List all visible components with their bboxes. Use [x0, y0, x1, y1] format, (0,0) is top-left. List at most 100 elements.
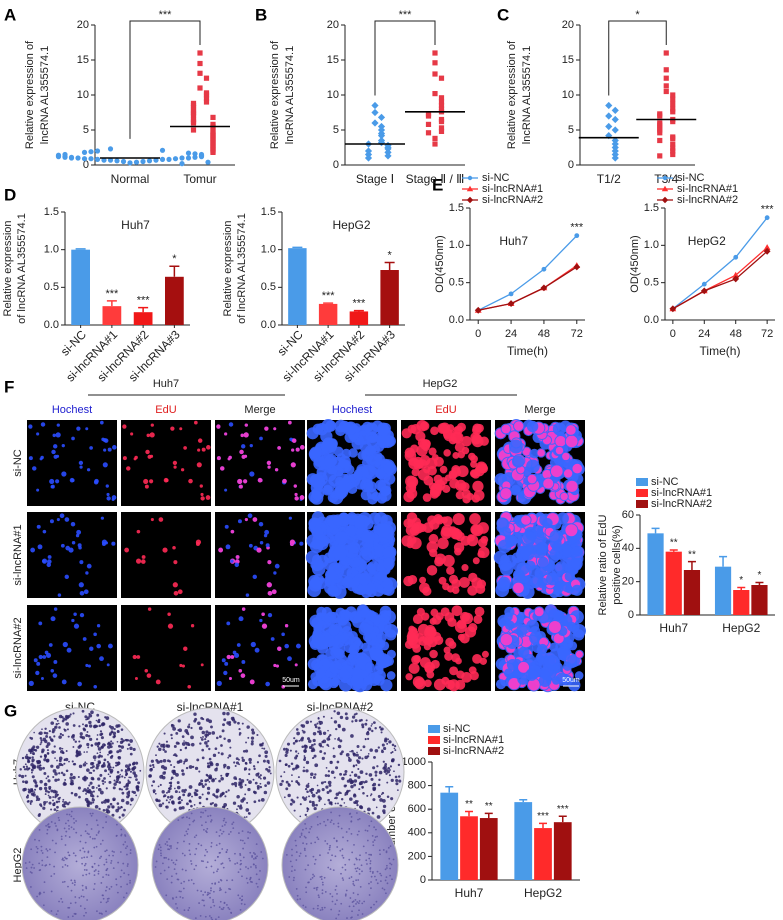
colony — [373, 839, 376, 842]
nucleus — [89, 646, 94, 651]
scale-bar-label: 50um — [562, 677, 580, 684]
colony — [218, 906, 221, 909]
colony — [318, 896, 320, 899]
colony — [248, 773, 251, 776]
colony — [371, 784, 375, 787]
colony — [27, 788, 30, 791]
colony — [249, 851, 252, 854]
nucleus — [50, 484, 55, 489]
colony — [366, 839, 369, 842]
nucleus — [237, 519, 242, 524]
colony — [250, 866, 252, 868]
colony — [169, 784, 173, 788]
colony — [370, 887, 372, 890]
colony — [296, 894, 299, 897]
colony — [298, 739, 301, 742]
colony — [241, 722, 244, 725]
nucleus — [377, 479, 391, 493]
y-axis-label: positive cells(%) — [611, 525, 623, 604]
colony — [372, 786, 377, 791]
nucleus — [28, 456, 33, 461]
colony — [24, 862, 27, 864]
colony — [34, 784, 39, 788]
colony — [338, 910, 341, 912]
colony — [361, 787, 364, 789]
colony — [112, 854, 114, 857]
colony — [121, 775, 124, 778]
colony — [48, 736, 52, 739]
colony — [341, 866, 344, 869]
nucleus — [77, 543, 82, 548]
edu-nucleus — [405, 673, 413, 681]
colony — [110, 862, 112, 864]
colony — [201, 824, 203, 827]
colony — [246, 725, 250, 729]
colony — [165, 799, 168, 802]
colony — [30, 771, 33, 774]
colony — [57, 816, 60, 819]
edu-nucleus — [413, 655, 421, 663]
colony — [280, 775, 283, 778]
nucleus — [100, 516, 104, 520]
colony — [261, 857, 264, 860]
data-point — [438, 128, 445, 134]
colony — [165, 791, 168, 794]
data-point — [107, 146, 114, 152]
colony — [95, 766, 99, 770]
nucleus — [94, 478, 99, 484]
y-tick-label: 1.5 — [261, 206, 276, 218]
colony — [180, 890, 182, 893]
colony — [69, 776, 73, 780]
data-point — [88, 156, 94, 162]
colony — [242, 847, 244, 850]
colony — [335, 792, 340, 796]
nucleus — [245, 593, 250, 597]
colony — [22, 780, 25, 783]
data-point — [663, 75, 669, 81]
colony — [219, 900, 222, 903]
colony — [112, 806, 114, 808]
nucleus — [354, 477, 367, 490]
nucleus — [79, 590, 85, 596]
colony — [92, 765, 95, 768]
edu-nucleus — [572, 463, 583, 474]
colony — [358, 909, 360, 912]
colony — [56, 759, 58, 762]
significance-bracket — [129, 20, 201, 139]
colony — [102, 782, 105, 785]
edu-nucleus — [439, 422, 451, 434]
nucleus — [46, 562, 51, 568]
colony — [256, 784, 260, 789]
edu-nucleus — [149, 432, 155, 438]
nucleus — [62, 641, 68, 648]
colony — [61, 803, 66, 808]
nucleus — [323, 552, 335, 564]
colony — [380, 750, 384, 754]
colony — [287, 782, 290, 786]
colony — [99, 843, 102, 845]
colony — [201, 748, 205, 752]
colony — [313, 743, 316, 746]
colony — [48, 863, 51, 866]
colony — [295, 844, 298, 847]
colony — [105, 873, 108, 876]
colony — [341, 848, 344, 851]
colony — [82, 895, 85, 898]
x-tick-label: HepG2 — [524, 886, 562, 900]
colony — [135, 785, 140, 790]
colony — [110, 885, 113, 888]
colony — [120, 806, 123, 809]
colony — [351, 720, 354, 723]
nucleus — [355, 655, 368, 668]
colony — [82, 723, 84, 726]
data-point — [432, 91, 438, 97]
colony — [323, 876, 326, 879]
colony — [163, 856, 166, 859]
colony — [217, 868, 219, 871]
colony — [354, 867, 357, 870]
colony — [383, 746, 387, 751]
colony — [223, 718, 227, 722]
edu-nucleus — [477, 546, 490, 559]
colony — [327, 735, 331, 738]
